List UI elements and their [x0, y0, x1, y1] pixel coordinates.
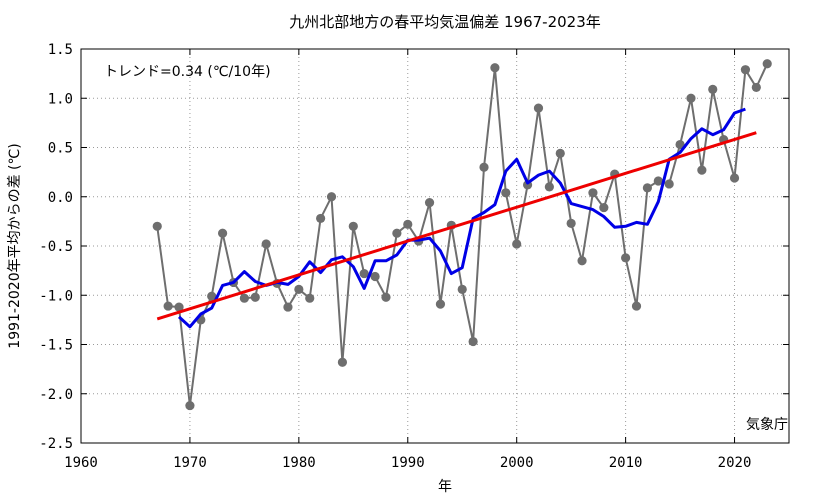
y-tick-label: -1.0	[39, 288, 73, 304]
annual-anomaly-point	[555, 148, 565, 159]
annual-anomaly-point	[479, 162, 489, 172]
annual-anomaly-point	[435, 299, 446, 309]
source-label: 気象庁	[746, 417, 788, 433]
annual-anomaly-point	[653, 176, 663, 186]
annual-anomaly-point	[348, 221, 358, 231]
annual-anomaly-point	[588, 188, 598, 198]
annual-anomaly-point	[152, 221, 162, 231]
annual-anomaly-point	[326, 192, 337, 202]
annual-anomaly-point	[392, 228, 402, 238]
x-tick-label: 1970	[173, 455, 207, 471]
annual-anomaly-point	[708, 84, 718, 94]
annual-anomaly-point	[207, 291, 217, 301]
annual-anomaly-point	[370, 271, 380, 282]
annual-anomaly-point	[403, 219, 413, 229]
annual-anomaly-point	[686, 93, 696, 103]
annual-anomaly-point	[468, 336, 478, 347]
annual-anomaly-point	[163, 301, 173, 311]
annual-anomaly-point	[599, 202, 609, 213]
annual-anomaly-point	[174, 302, 184, 312]
annual-anomaly-point	[577, 256, 587, 266]
annual-anomaly-point	[283, 302, 293, 312]
annual-anomaly-point	[697, 165, 707, 175]
annual-anomaly-point	[631, 301, 642, 311]
x-tick-label: 2010	[609, 455, 643, 471]
y-tick-label: 0.0	[48, 190, 73, 206]
annual-anomaly-point	[729, 173, 740, 183]
annual-anomaly-point	[185, 400, 195, 411]
annual-anomaly-point	[381, 292, 391, 302]
annual-anomaly-point	[566, 218, 576, 228]
annual-anomaly-point	[239, 293, 249, 303]
y-tick-label: 0.5	[48, 141, 73, 157]
y-tick-label: 1.0	[48, 91, 73, 107]
annual-anomaly-point	[316, 213, 326, 224]
x-tick-label: 1980	[282, 455, 316, 471]
annual-anomaly-point	[261, 239, 271, 249]
annual-anomaly-point	[621, 253, 631, 263]
trend-annotation: トレンド=0.34 (℃/10年)	[104, 64, 271, 80]
annual-anomaly-point	[642, 183, 653, 193]
annual-anomaly-point	[533, 103, 544, 113]
x-tick-label: 1960	[64, 455, 98, 471]
data-series	[152, 59, 772, 411]
axis-ticks: -2.5 -2.0 -1.5 -1.0 -0.5 0.0 0.5 1.0 1.5 1960 1970…	[39, 42, 789, 471]
x-axis-label: 年	[438, 479, 452, 495]
annual-anomaly-point	[664, 179, 674, 189]
trend-line	[156, 131, 757, 321]
annual-anomaly-point	[294, 284, 304, 294]
x-tick-label: 1990	[391, 455, 425, 471]
y-tick-label: -2.0	[39, 387, 73, 403]
annual-anomaly-point	[762, 59, 772, 69]
x-tick-label: 2000	[500, 455, 534, 471]
annual-anomaly-point	[250, 292, 260, 302]
x-tick-label: 2020	[718, 455, 752, 471]
annual-anomaly-point	[457, 284, 467, 294]
annual-anomaly-point	[675, 139, 685, 150]
annual-anomaly-point	[490, 63, 500, 73]
annual-anomaly-point	[218, 228, 228, 238]
annual-anomaly-point	[305, 293, 315, 303]
y-axis-label: 1991-2020年平均からの差 (℃)	[7, 143, 23, 348]
y-tick-label: -2.5	[39, 436, 73, 452]
annual-anomaly-point	[751, 82, 761, 93]
annual-anomaly-point	[424, 198, 435, 208]
annual-anomaly-point	[512, 239, 522, 249]
annual-anomaly-point	[544, 182, 554, 192]
annual-anomaly-point	[740, 65, 751, 75]
chart-title: 九州北部地方の春平均気温偏差 1967-2023年	[289, 13, 601, 31]
y-tick-label: 1.5	[48, 42, 73, 58]
annual-anomaly-point	[337, 357, 348, 367]
annual-anomaly-point	[359, 268, 369, 279]
y-tick-label: -0.5	[39, 239, 73, 255]
y-tick-label: -1.5	[39, 338, 73, 354]
annual-anomaly-point	[501, 188, 511, 198]
